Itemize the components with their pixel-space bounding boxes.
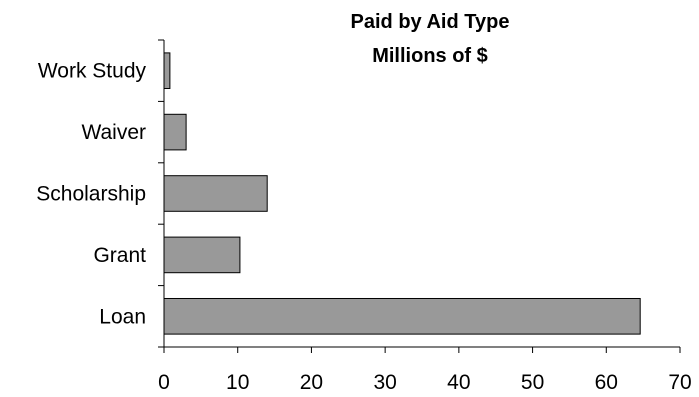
chart-title-line-2: Millions of $	[372, 45, 488, 67]
bar-waiver	[163, 113, 187, 151]
category-labels-group: Work Study Waiver Scholarship Grant Loan	[36, 60, 146, 329]
category-label-work-study: Work Study	[38, 60, 147, 83]
x-tick-label-70: 70	[668, 371, 691, 394]
x-tick-label-0: 0	[158, 371, 170, 394]
bar-loan	[163, 297, 641, 335]
x-tick-label-50: 50	[521, 371, 544, 394]
x-tick-label-10: 10	[226, 371, 249, 394]
x-tick-label-60: 60	[595, 371, 618, 394]
bars-group	[163, 52, 641, 335]
x-tick-label-40: 40	[447, 371, 470, 394]
category-label-loan: Loan	[99, 305, 146, 328]
bar-scholarship	[163, 175, 268, 212]
axes-group	[158, 39, 680, 348]
bar-grant	[163, 236, 241, 274]
bar-work-study	[163, 52, 171, 90]
x-tick-label-30: 30	[373, 371, 396, 394]
x-tick-label-20: 20	[300, 371, 323, 394]
chart-title-line-1: Paid by Aid Type	[351, 11, 510, 33]
x-ticks-group: 0 10 20 30 40 50 60 70	[158, 347, 692, 394]
category-label-waiver: Waiver	[81, 121, 146, 144]
category-label-scholarship: Scholarship	[36, 183, 146, 206]
category-label-grant: Grant	[93, 244, 146, 267]
